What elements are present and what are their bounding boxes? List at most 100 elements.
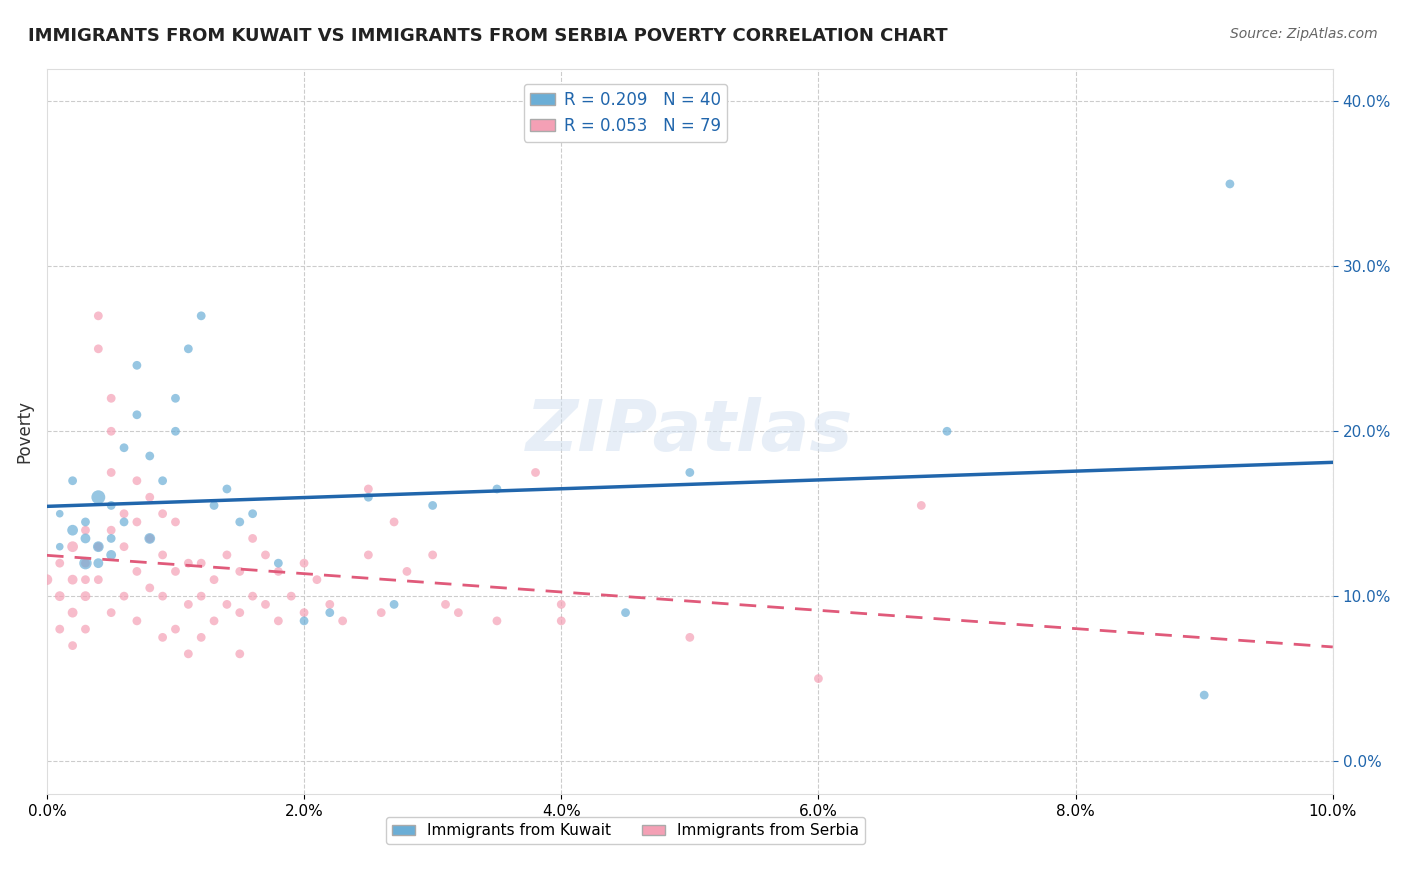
Point bbox=[100, 392, 122, 406]
Point bbox=[319, 606, 342, 620]
Point bbox=[1192, 688, 1215, 702]
Point bbox=[267, 565, 290, 579]
Point bbox=[679, 631, 702, 645]
Point bbox=[62, 540, 84, 554]
Point bbox=[152, 507, 174, 521]
Point bbox=[75, 556, 97, 570]
Point bbox=[165, 515, 187, 529]
Point bbox=[910, 499, 932, 513]
Point bbox=[125, 474, 148, 488]
Point bbox=[100, 424, 122, 438]
Point bbox=[357, 482, 380, 496]
Point bbox=[62, 639, 84, 653]
Point bbox=[112, 589, 135, 603]
Point bbox=[190, 309, 212, 323]
Point bbox=[177, 598, 200, 612]
Point bbox=[75, 515, 97, 529]
Text: Source: ZipAtlas.com: Source: ZipAtlas.com bbox=[1230, 27, 1378, 41]
Point bbox=[280, 589, 302, 603]
Point bbox=[165, 392, 187, 406]
Point bbox=[165, 622, 187, 636]
Point bbox=[165, 565, 187, 579]
Point bbox=[139, 581, 162, 595]
Point bbox=[152, 589, 174, 603]
Point bbox=[177, 556, 200, 570]
Point bbox=[229, 606, 252, 620]
Point bbox=[422, 499, 444, 513]
Point bbox=[48, 589, 70, 603]
Point bbox=[152, 474, 174, 488]
Point bbox=[48, 540, 70, 554]
Point bbox=[112, 441, 135, 455]
Point bbox=[447, 606, 470, 620]
Point bbox=[62, 474, 84, 488]
Point bbox=[75, 556, 97, 570]
Point bbox=[177, 647, 200, 661]
Text: IMMIGRANTS FROM KUWAIT VS IMMIGRANTS FROM SERBIA POVERTY CORRELATION CHART: IMMIGRANTS FROM KUWAIT VS IMMIGRANTS FRO… bbox=[28, 27, 948, 45]
Point bbox=[319, 598, 342, 612]
Point bbox=[332, 614, 354, 628]
Point bbox=[75, 523, 97, 537]
Point bbox=[524, 466, 547, 480]
Point bbox=[229, 565, 252, 579]
Point bbox=[242, 532, 264, 546]
Point bbox=[100, 523, 122, 537]
Point bbox=[165, 424, 187, 438]
Point bbox=[292, 556, 315, 570]
Point bbox=[87, 540, 110, 554]
Point bbox=[190, 631, 212, 645]
Point bbox=[936, 424, 959, 438]
Point bbox=[229, 647, 252, 661]
Point bbox=[229, 515, 252, 529]
Point bbox=[382, 515, 405, 529]
Point bbox=[1219, 177, 1241, 191]
Point bbox=[62, 523, 84, 537]
Legend: Immigrants from Kuwait, Immigrants from Serbia: Immigrants from Kuwait, Immigrants from … bbox=[387, 817, 865, 845]
Point bbox=[48, 507, 70, 521]
Point bbox=[370, 606, 392, 620]
Point bbox=[177, 342, 200, 356]
Point bbox=[357, 490, 380, 504]
Point bbox=[550, 614, 572, 628]
Point bbox=[485, 482, 508, 496]
Point bbox=[202, 573, 225, 587]
Point bbox=[395, 565, 418, 579]
Point bbox=[139, 449, 162, 463]
Point bbox=[87, 309, 110, 323]
Point bbox=[100, 466, 122, 480]
Point bbox=[292, 614, 315, 628]
Point bbox=[125, 359, 148, 373]
Point bbox=[75, 589, 97, 603]
Point bbox=[382, 598, 405, 612]
Point bbox=[254, 548, 277, 562]
Point bbox=[215, 548, 238, 562]
Point bbox=[242, 507, 264, 521]
Point bbox=[267, 614, 290, 628]
Point bbox=[152, 631, 174, 645]
Point bbox=[202, 499, 225, 513]
Point bbox=[112, 507, 135, 521]
Point bbox=[35, 573, 58, 587]
Point bbox=[215, 598, 238, 612]
Point bbox=[75, 532, 97, 546]
Point bbox=[679, 466, 702, 480]
Point bbox=[139, 532, 162, 546]
Point bbox=[305, 573, 328, 587]
Point bbox=[100, 548, 122, 562]
Point bbox=[550, 598, 572, 612]
Point bbox=[357, 548, 380, 562]
Point bbox=[254, 598, 277, 612]
Point bbox=[87, 556, 110, 570]
Point bbox=[242, 589, 264, 603]
Point bbox=[87, 342, 110, 356]
Point bbox=[190, 589, 212, 603]
Point bbox=[267, 556, 290, 570]
Point bbox=[434, 598, 457, 612]
Point bbox=[125, 565, 148, 579]
Point bbox=[100, 606, 122, 620]
Point bbox=[139, 532, 162, 546]
Point bbox=[125, 515, 148, 529]
Point bbox=[292, 606, 315, 620]
Text: ZIPatlas: ZIPatlas bbox=[526, 397, 853, 466]
Point bbox=[75, 573, 97, 587]
